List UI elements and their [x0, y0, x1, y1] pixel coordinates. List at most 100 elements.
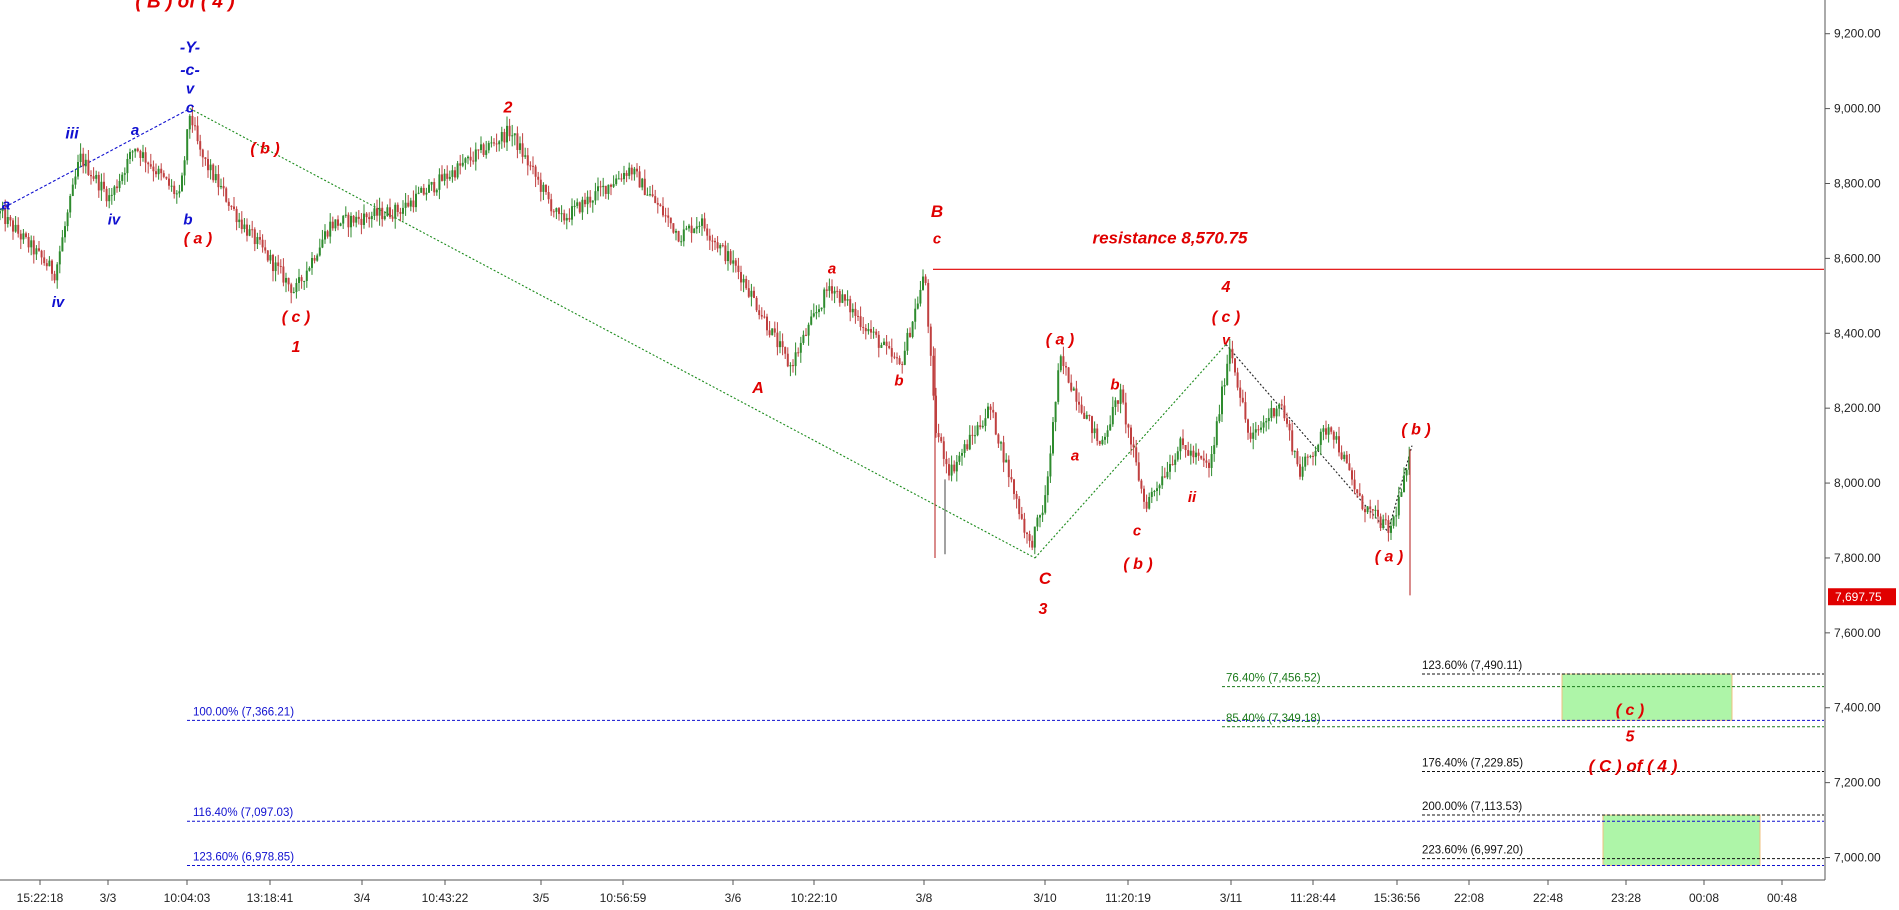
candle-body [1348, 463, 1351, 471]
candle-body [599, 186, 602, 188]
candle-body [841, 294, 844, 303]
candle-body [825, 289, 828, 291]
fib-level-label: 176.40% (7,229.85) [1422, 757, 1523, 769]
candle-body [604, 185, 607, 194]
fib-level-label: 76.40% (7,456.52) [1226, 673, 1321, 685]
candle-body [1189, 450, 1192, 456]
y-tick-label: 8,800.00 [1834, 176, 1881, 190]
candle-body [1124, 402, 1127, 425]
candle-body [454, 170, 456, 178]
candle-body [32, 240, 35, 255]
candle-body [909, 332, 911, 337]
candle-body [490, 142, 493, 144]
candle-body [149, 164, 152, 167]
candle-body [625, 173, 628, 176]
candle-body [352, 215, 355, 223]
candle-body [433, 182, 436, 193]
candle-body [929, 326, 932, 356]
candle-body [272, 254, 274, 272]
wave-label: ( b ) [1123, 556, 1152, 573]
candle-body [1018, 498, 1021, 515]
candle-body [456, 163, 459, 178]
wave-label: 1 [292, 339, 301, 356]
candle-body [651, 194, 654, 197]
candle-body [1072, 388, 1075, 391]
candle-body [773, 328, 776, 333]
candle-body [386, 207, 389, 217]
candle-body [563, 213, 566, 221]
candle-body [1169, 464, 1171, 472]
candle-body [175, 193, 178, 195]
candle-body [30, 240, 33, 248]
candle-body [989, 406, 992, 410]
candle-body [591, 200, 594, 203]
candle-body [747, 288, 750, 297]
candle-body [1078, 401, 1080, 405]
candle-body [71, 184, 74, 196]
candle-body [662, 206, 664, 216]
candle-body [344, 214, 347, 216]
candle-body [1288, 423, 1291, 431]
candle-body [786, 353, 789, 367]
candle-body [734, 260, 737, 266]
candle-body [409, 200, 412, 207]
candle-body [1111, 406, 1114, 425]
candle-body [857, 315, 859, 317]
candle-body [282, 266, 285, 283]
candle-body [1187, 450, 1190, 456]
candle-body [1340, 452, 1343, 459]
x-tick-label: 13:18:41 [247, 891, 294, 905]
candle-body [799, 342, 802, 353]
candle-body [547, 192, 550, 200]
wave-label: -Y- [180, 39, 200, 56]
x-tick-label: 10:04:03 [164, 891, 211, 905]
candle-body [1057, 370, 1060, 402]
candle-body [1291, 430, 1294, 452]
candle-body [19, 233, 22, 240]
candle-body [53, 273, 56, 281]
candle-body [1403, 475, 1405, 492]
candle-body [469, 156, 472, 161]
candle-body [1156, 488, 1158, 492]
candle-body [1031, 540, 1034, 548]
candle-body [209, 164, 212, 171]
candle-body [750, 290, 753, 297]
candle-body [914, 308, 917, 322]
candle-body [727, 251, 729, 262]
wave-label: iii [65, 126, 79, 143]
wave-label: ( a ) [184, 230, 212, 247]
candle-body [669, 217, 672, 224]
candle-body [1223, 385, 1226, 387]
wave-label: C [1039, 569, 1052, 588]
candle-body [1312, 455, 1314, 457]
candle-body [1322, 428, 1325, 432]
y-tick-label: 7,000.00 [1834, 851, 1881, 865]
candle-body [331, 221, 334, 229]
candle-body [266, 250, 269, 261]
candle-body [1293, 451, 1296, 453]
candle-body [1143, 488, 1145, 502]
candle-body [1234, 358, 1236, 373]
wave-label: ( b ) [250, 141, 279, 158]
wave-label: ( c ) [1616, 702, 1644, 719]
candle-body [157, 168, 160, 175]
candle-body [690, 225, 693, 234]
candle-body [1184, 445, 1187, 451]
wave-label: B [931, 202, 943, 221]
candle-body [82, 153, 85, 167]
candle-body [555, 208, 558, 212]
candle-body [22, 233, 25, 240]
candle-body [654, 196, 657, 203]
candle-body [1182, 438, 1184, 446]
candle-body [383, 216, 386, 220]
candle-body [1028, 534, 1031, 541]
candle-body [1400, 491, 1403, 497]
fib-level-label: 223.60% (6,997.20) [1422, 845, 1523, 857]
candle-body [1000, 442, 1002, 444]
candle-body [360, 218, 363, 225]
candle-body [1335, 436, 1338, 440]
candle-body [568, 217, 571, 220]
candle-body [971, 434, 974, 436]
candle-body [1262, 422, 1265, 428]
candle-body [641, 178, 644, 188]
